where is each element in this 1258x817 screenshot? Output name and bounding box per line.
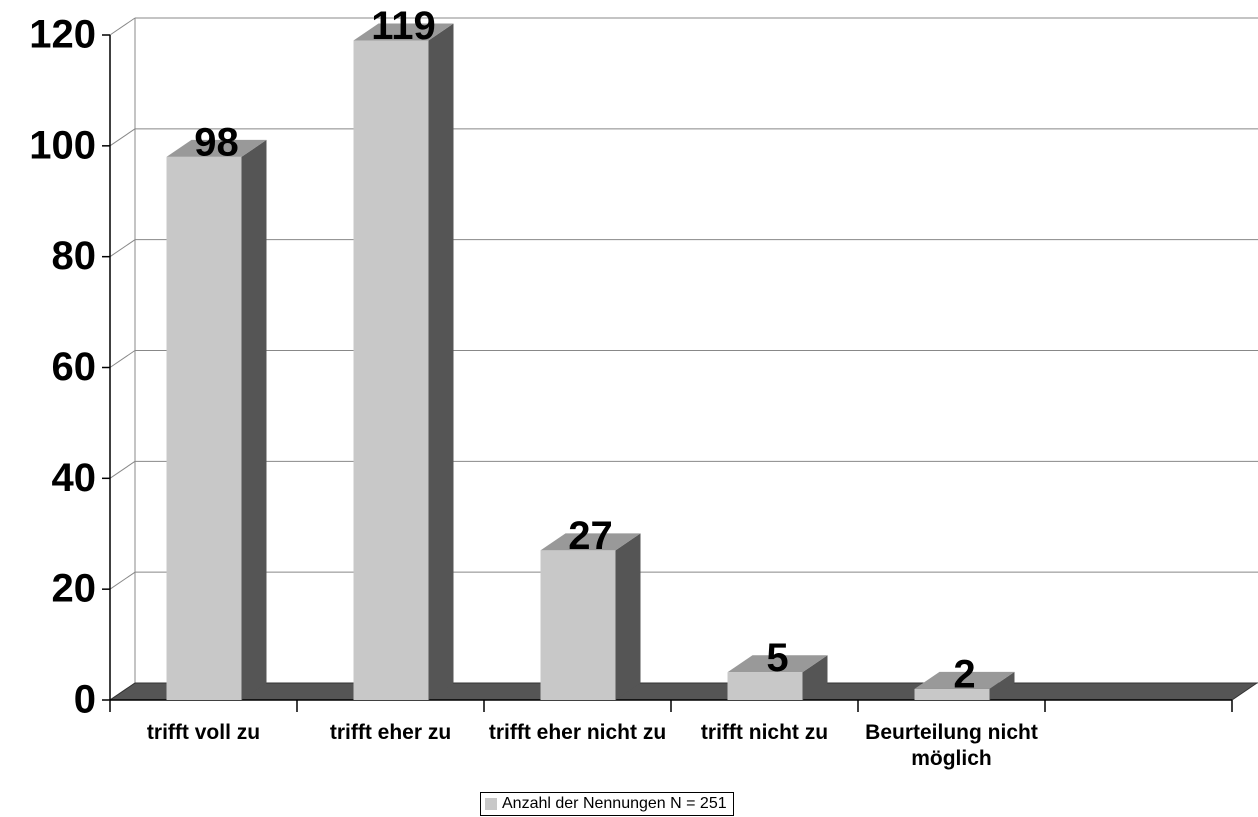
- grid-line-side: [109, 350, 136, 368]
- y-tick-label: 80: [52, 234, 97, 278]
- value-label: 119: [371, 4, 436, 48]
- bar-side: [802, 655, 828, 700]
- bar: [353, 40, 429, 700]
- y-tick-label: 60: [52, 345, 97, 389]
- x-tick-label: trifft eher zu: [329, 721, 452, 744]
- bar-top: [727, 655, 828, 673]
- grid-line-side: [109, 460, 136, 479]
- bar-top: [166, 139, 267, 157]
- bar-side: [428, 23, 454, 700]
- value-label: 27: [568, 514, 613, 558]
- value-label: 2: [953, 652, 975, 696]
- bar: [540, 550, 616, 700]
- value-label: 5: [766, 636, 788, 680]
- grid-line-side: [109, 239, 136, 258]
- value-label: 98: [194, 120, 239, 164]
- x-tick-label: trifft nicht zu: [700, 721, 829, 744]
- bar: [166, 156, 242, 700]
- bar-top: [914, 671, 1015, 689]
- bar-side: [615, 533, 641, 700]
- legend: Anzahl der Nennungen N = 251: [480, 792, 734, 816]
- bar-top: [540, 533, 641, 551]
- x-tick-label: Beurteilung nicht möglich: [865, 721, 1038, 770]
- grid-line-side: [109, 128, 136, 147]
- bar: [727, 672, 803, 700]
- y-tick-label: 20: [52, 567, 97, 611]
- bar-top: [353, 23, 454, 41]
- y-tick-label: 40: [52, 456, 97, 500]
- grid-line-side: [109, 571, 136, 590]
- bar-side: [241, 139, 267, 700]
- legend-swatch: [485, 798, 497, 810]
- floor: [108, 682, 1258, 701]
- legend-label: Anzahl der Nennungen N = 251: [502, 795, 727, 812]
- bar-side: [989, 671, 1015, 700]
- y-tick-label: 120: [29, 13, 96, 57]
- bar: [914, 688, 990, 700]
- y-tick-label: 100: [29, 123, 96, 167]
- grid-line-side: [109, 17, 136, 36]
- y-tick-label: 0: [74, 678, 96, 722]
- x-tick-label: trifft eher nicht zu: [488, 721, 667, 744]
- x-tick-label: trifft voll zu: [146, 721, 261, 744]
